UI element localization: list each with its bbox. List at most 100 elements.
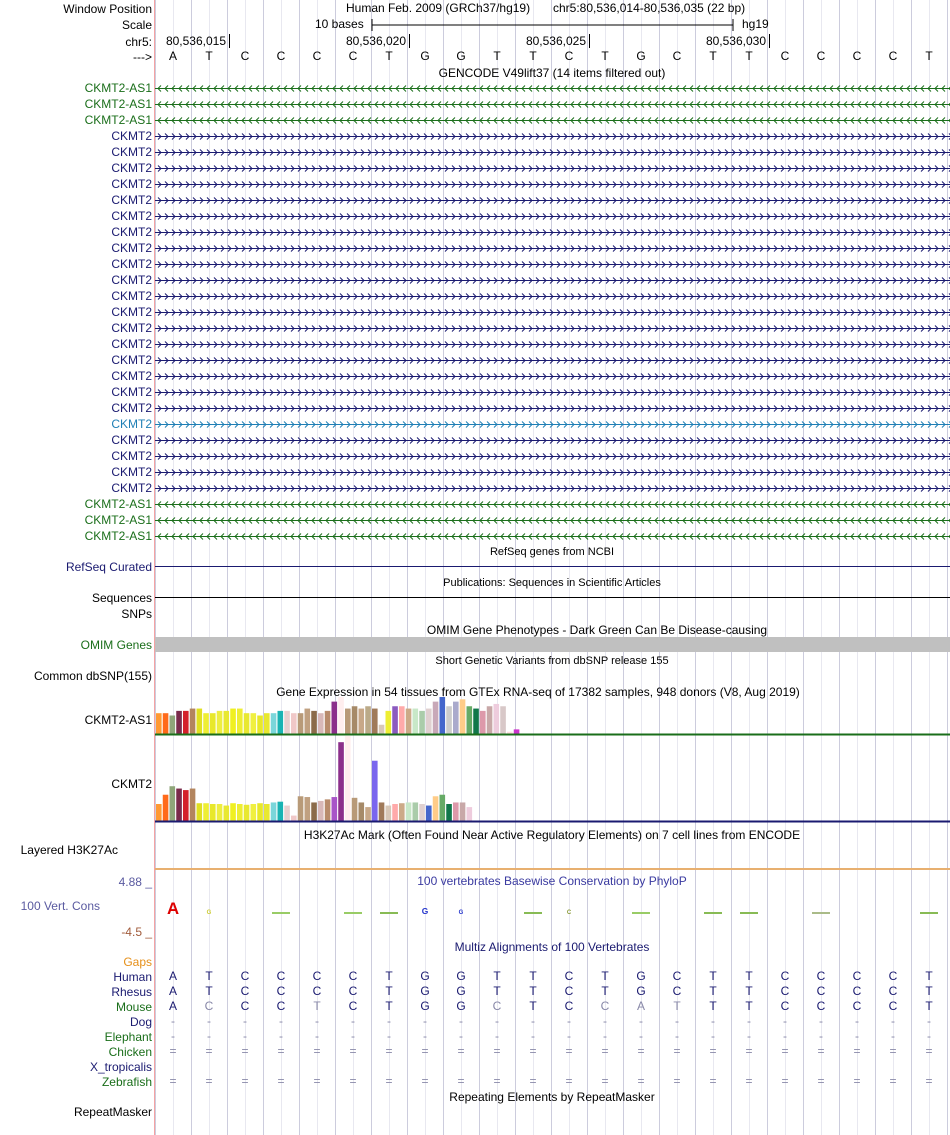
gene-feature[interactable]: [155, 112, 950, 128]
conservation-ymax[interactable]: 4.88 _: [118, 875, 152, 889]
gencode-item-label[interactable]: CKMT2-AS1: [84, 529, 152, 543]
gencode-item-label[interactable]: CKMT2: [111, 129, 152, 143]
gene-feature[interactable]: [155, 192, 950, 208]
scale-label[interactable]: Scale: [121, 18, 152, 32]
species-label[interactable]: Chicken: [108, 1045, 152, 1059]
species-label[interactable]: Human: [113, 970, 152, 984]
gene-feature[interactable]: [155, 496, 950, 512]
gene-feature[interactable]: [155, 384, 950, 400]
gencode-item-label[interactable]: CKMT2: [111, 401, 152, 415]
species-label[interactable]: Mouse: [115, 1000, 152, 1014]
gencode-item-label[interactable]: CKMT2: [111, 337, 152, 351]
gencode-item-label[interactable]: CKMT2: [111, 385, 152, 399]
gene-feature[interactable]: [155, 464, 950, 480]
gaps-label[interactable]: Gaps: [123, 955, 152, 969]
gencode-item-label[interactable]: CKMT2: [111, 353, 152, 367]
track-area[interactable]: Human Feb. 2009 (GRCh37/hg19) chr5:80,53…: [155, 0, 950, 1135]
aligned-base: C: [564, 969, 574, 983]
gencode-item-label[interactable]: CKMT2: [111, 273, 152, 287]
gene-feature[interactable]: [155, 448, 950, 464]
gencode-item-label[interactable]: CKMT2: [111, 305, 152, 319]
gencode-item-label[interactable]: CKMT2: [111, 209, 152, 223]
strand-chevrons: [157, 85, 950, 92]
gene-feature[interactable]: [155, 432, 950, 448]
strand-chevrons: [157, 469, 950, 476]
species-label[interactable]: Elephant: [104, 1030, 152, 1044]
gene-feature[interactable]: [155, 416, 950, 432]
tick-mark: [589, 34, 590, 48]
h3k27ac-label[interactable]: Layered H3K27Ac: [20, 843, 118, 857]
gencode-item-label[interactable]: CKMT2: [111, 289, 152, 303]
omim-label[interactable]: OMIM Genes: [80, 638, 152, 652]
aligned-base: =: [637, 1044, 645, 1058]
strand-chevrons: [157, 277, 950, 284]
sequences-label[interactable]: Sequences: [91, 591, 152, 605]
gencode-item-label[interactable]: CKMT2: [111, 241, 152, 255]
gencode-item-label[interactable]: CKMT2: [111, 481, 152, 495]
species-label[interactable]: X_tropicalis: [89, 1060, 152, 1074]
gencode-item-label[interactable]: CKMT2: [111, 193, 152, 207]
gencode-item-label[interactable]: CKMT2: [111, 433, 152, 447]
species-label[interactable]: Dog: [129, 1015, 152, 1029]
gene-feature[interactable]: [155, 400, 950, 416]
gtex-gene-label[interactable]: CKMT2: [111, 777, 152, 791]
gencode-item-label[interactable]: CKMT2: [111, 465, 152, 479]
window-position-label[interactable]: Window Position: [63, 2, 152, 16]
aligned-base: C: [888, 999, 898, 1013]
gencode-item-label[interactable]: CKMT2: [111, 145, 152, 159]
conservation-ymin[interactable]: -4.5 _: [121, 925, 152, 939]
gene-feature[interactable]: [155, 304, 950, 320]
gencode-item-label[interactable]: CKMT2-AS1: [84, 113, 152, 127]
chrom-label[interactable]: chr5:: [125, 35, 152, 49]
gene-feature[interactable]: [155, 160, 950, 176]
gene-feature[interactable]: [155, 288, 950, 304]
gencode-item-label[interactable]: CKMT2: [111, 417, 152, 431]
strand-chevrons: [157, 517, 950, 524]
gene-feature[interactable]: [155, 528, 950, 544]
h3k27ac-signal[interactable]: [155, 868, 950, 870]
gene-feature[interactable]: [155, 512, 950, 528]
gtex-gene-label[interactable]: CKMT2-AS1: [84, 713, 152, 727]
gencode-item-label[interactable]: CKMT2-AS1: [84, 513, 152, 527]
gencode-item-label[interactable]: CKMT2: [111, 449, 152, 463]
gene-feature[interactable]: [155, 80, 950, 96]
aligned-base: C: [672, 984, 682, 998]
gencode-item-label[interactable]: CKMT2: [111, 321, 152, 335]
gene-feature[interactable]: [155, 256, 950, 272]
dbsnp-label[interactable]: Common dbSNP(155): [33, 669, 152, 683]
gene-feature[interactable]: [155, 208, 950, 224]
gencode-item-label[interactable]: CKMT2-AS1: [84, 497, 152, 511]
gencode-item-label[interactable]: CKMT2-AS1: [84, 97, 152, 111]
gene-feature[interactable]: [155, 128, 950, 144]
gencode-item-label[interactable]: CKMT2: [111, 369, 152, 383]
conservation-label[interactable]: 100 Vert. Cons: [20, 899, 100, 913]
gencode-item-label[interactable]: CKMT2: [111, 225, 152, 239]
gencode-item-label[interactable]: CKMT2: [111, 177, 152, 191]
gene-feature[interactable]: [155, 240, 950, 256]
gene-feature[interactable]: [155, 272, 950, 288]
gene-feature[interactable]: [155, 176, 950, 192]
conservation-bar: [272, 912, 290, 914]
gene-feature[interactable]: [155, 336, 950, 352]
omim-feature-bar[interactable]: [155, 637, 950, 652]
refseq-label[interactable]: RefSeq Curated: [65, 560, 152, 574]
gene-feature[interactable]: [155, 480, 950, 496]
gene-feature[interactable]: [155, 368, 950, 384]
species-label[interactable]: Zebrafish: [101, 1075, 152, 1089]
gencode-item-label[interactable]: CKMT2-AS1: [84, 81, 152, 95]
species-label[interactable]: Rhesus: [111, 985, 152, 999]
strand-label[interactable]: --->: [133, 50, 152, 64]
gtex-chart[interactable]: [155, 695, 950, 830]
gene-feature[interactable]: [155, 96, 950, 112]
snps-label[interactable]: SNPs: [121, 607, 152, 621]
gene-feature[interactable]: [155, 144, 950, 160]
gencode-item-label[interactable]: CKMT2: [111, 161, 152, 175]
gene-feature[interactable]: [155, 224, 950, 240]
gene-feature[interactable]: [155, 320, 950, 336]
refseq-feature[interactable]: [155, 566, 950, 567]
publications-feature[interactable]: [155, 597, 950, 598]
gene-feature[interactable]: [155, 352, 950, 368]
gencode-item-label[interactable]: CKMT2: [111, 257, 152, 271]
repeatmasker-label[interactable]: RepeatMasker: [73, 1105, 152, 1119]
